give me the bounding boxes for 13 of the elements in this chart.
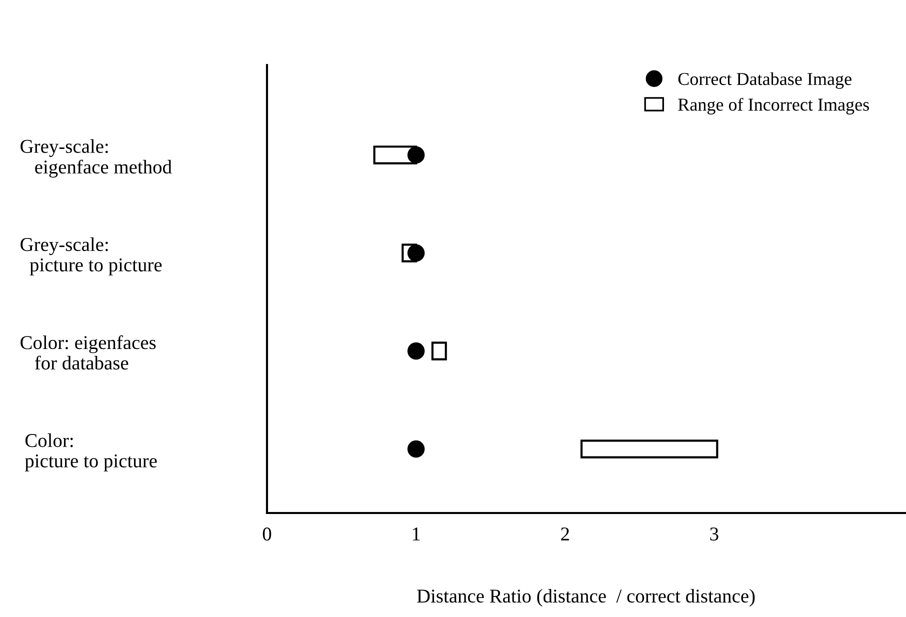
- y-tick-label: Color: eigenfaces for database: [20, 335, 156, 370]
- x-tick-label: 1: [412, 528, 420, 540]
- y-tick-label: Grey-scale: eigenface method: [20, 139, 172, 178]
- y-tick-label: Color: picture to picture: [24, 433, 157, 472]
- x-tick-label: 0: [262, 527, 272, 541]
- legend-label: Correct Database Image: [678, 72, 852, 89]
- x-tick-label: 3: [710, 528, 718, 541]
- legend-label: Range of Incorrect Images: [678, 98, 869, 114]
- x-tick-label: 2: [561, 528, 569, 540]
- y-tick-label: Grey-scale: picture to picture: [20, 237, 162, 276]
- bar: [580, 440, 718, 458]
- bar: [431, 342, 447, 360]
- x-axis-title: Distance Ratio (distance / correct distance): [417, 588, 755, 607]
